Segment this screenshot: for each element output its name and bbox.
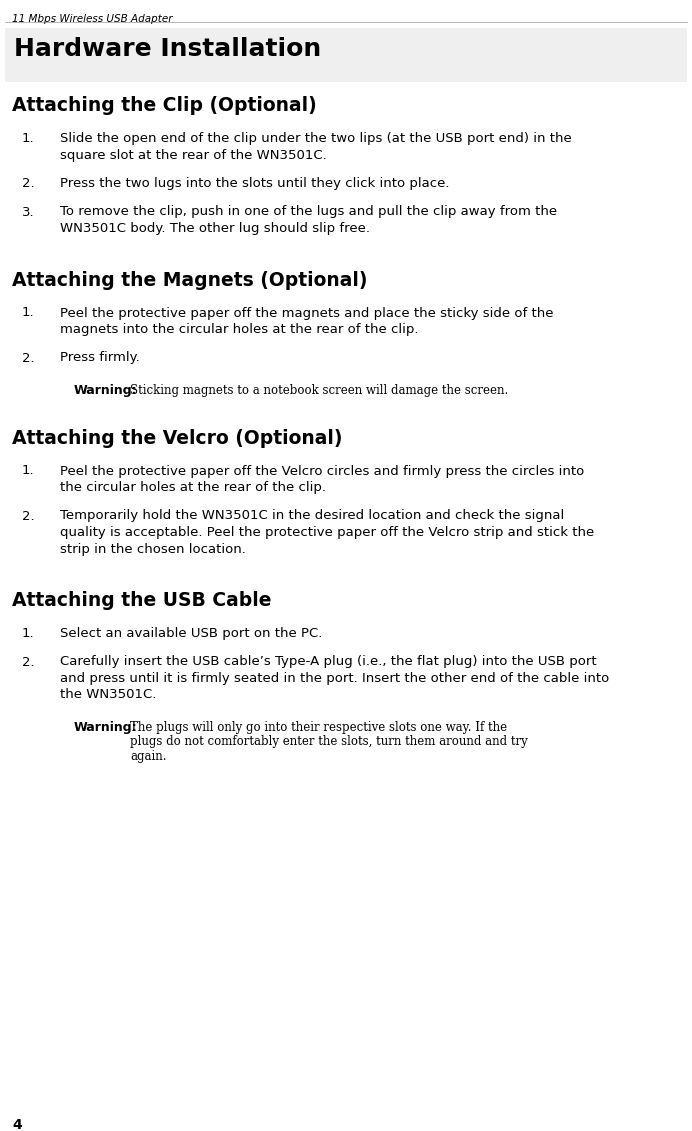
Text: 2.: 2. <box>22 352 35 364</box>
Text: Attaching the USB Cable: Attaching the USB Cable <box>12 592 271 610</box>
Text: the circular holes at the rear of the clip.: the circular holes at the rear of the cl… <box>60 481 326 494</box>
Text: strip in the chosen location.: strip in the chosen location. <box>60 543 246 555</box>
Text: Warning:: Warning: <box>74 720 138 734</box>
Text: 1.: 1. <box>22 307 35 319</box>
Text: 1.: 1. <box>22 465 35 477</box>
Text: and press until it is firmly seated in the port. Insert the other end of the cab: and press until it is firmly seated in t… <box>60 672 609 685</box>
Text: 2.: 2. <box>22 656 35 668</box>
Text: Temporarily hold the WN3501C in the desired location and check the signal: Temporarily hold the WN3501C in the desi… <box>60 509 564 523</box>
Text: 1.: 1. <box>22 132 35 145</box>
Text: 4: 4 <box>12 1119 21 1131</box>
Text: Select an available USB port on the PC.: Select an available USB port on the PC. <box>60 627 322 640</box>
Text: Attaching the Velcro (Optional): Attaching the Velcro (Optional) <box>12 429 343 448</box>
Text: square slot at the rear of the WN3501C.: square slot at the rear of the WN3501C. <box>60 148 327 162</box>
Text: 2.: 2. <box>22 509 35 523</box>
Bar <box>5 28 687 83</box>
Text: plugs do not comfortably enter the slots, turn them around and try: plugs do not comfortably enter the slots… <box>130 735 528 749</box>
Text: again.: again. <box>130 750 167 763</box>
Text: 1.: 1. <box>22 627 35 640</box>
Text: Warning:: Warning: <box>74 385 138 397</box>
Text: Peel the protective paper off the magnets and place the sticky side of the: Peel the protective paper off the magnet… <box>60 307 554 319</box>
Text: Peel the protective paper off the Velcro circles and firmly press the circles in: Peel the protective paper off the Velcro… <box>60 465 584 477</box>
Text: the WN3501C.: the WN3501C. <box>60 689 156 701</box>
Text: 11 Mbps Wireless USB Adapter: 11 Mbps Wireless USB Adapter <box>12 14 172 24</box>
Text: Hardware Installation: Hardware Installation <box>14 37 321 61</box>
Text: The plugs will only go into their respective slots one way. If the: The plugs will only go into their respec… <box>130 720 507 734</box>
Text: 3.: 3. <box>22 206 35 218</box>
Text: Attaching the Clip (Optional): Attaching the Clip (Optional) <box>12 96 317 115</box>
Text: Attaching the Magnets (Optional): Attaching the Magnets (Optional) <box>12 270 367 290</box>
Text: Slide the open end of the clip under the two lips (at the USB port end) in the: Slide the open end of the clip under the… <box>60 132 572 145</box>
Text: Press firmly.: Press firmly. <box>60 352 140 364</box>
Text: WN3501C body. The other lug should slip free.: WN3501C body. The other lug should slip … <box>60 222 370 235</box>
Text: To remove the clip, push in one of the lugs and pull the clip away from the: To remove the clip, push in one of the l… <box>60 206 557 218</box>
Text: 2.: 2. <box>22 176 35 190</box>
Text: magnets into the circular holes at the rear of the clip.: magnets into the circular holes at the r… <box>60 323 419 336</box>
Text: Sticking magnets to a notebook screen will damage the screen.: Sticking magnets to a notebook screen wi… <box>130 385 508 397</box>
Text: quality is acceptable. Peel the protective paper off the Velcro strip and stick : quality is acceptable. Peel the protecti… <box>60 526 594 539</box>
Text: Carefully insert the USB cable’s Type-A plug (i.e., the flat plug) into the USB : Carefully insert the USB cable’s Type-A … <box>60 656 597 668</box>
Text: Press the two lugs into the slots until they click into place.: Press the two lugs into the slots until … <box>60 176 450 190</box>
